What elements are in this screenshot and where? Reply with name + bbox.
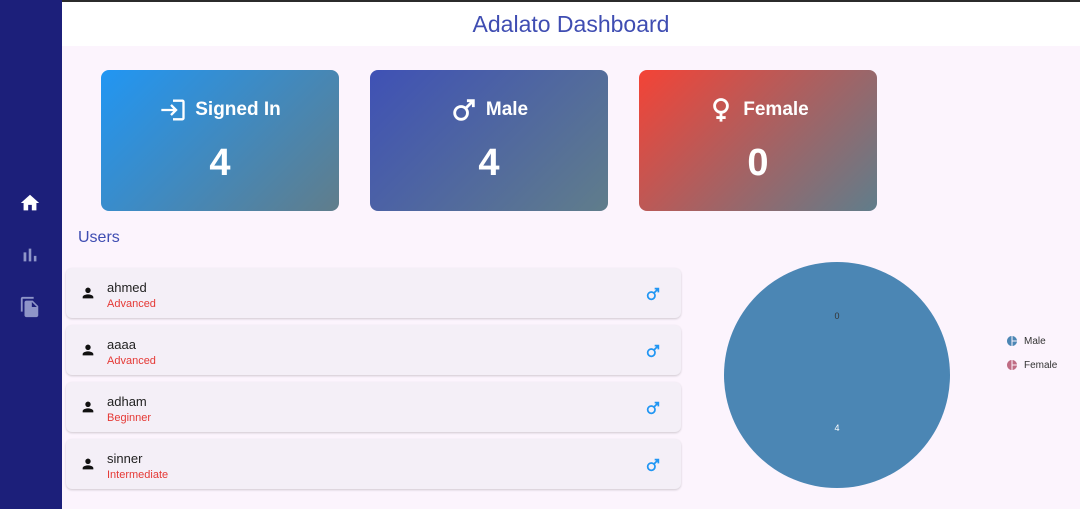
person-icon <box>82 344 94 356</box>
data-label-female: 0 <box>834 311 839 321</box>
login-icon <box>161 99 185 121</box>
signed-in-card[interactable]: Signed In 4 <box>101 70 339 211</box>
male-card-header: Male <box>450 96 528 124</box>
legend-item-female: Female <box>1006 359 1057 371</box>
signed-in-count: 4 <box>209 142 231 184</box>
user-list: ahmed Advanced aaaa Advanced adham Begin… <box>66 268 681 496</box>
legend-item-male: Male <box>1006 335 1057 347</box>
bar-chart-icon[interactable] <box>18 243 42 267</box>
data-label-male: 4 <box>834 423 839 433</box>
user-name: sinner <box>107 451 143 466</box>
person-icon <box>82 401 94 413</box>
female-card[interactable]: Female 0 <box>639 70 877 211</box>
male-icon <box>453 99 475 121</box>
main-content: Adalato Dashboard Signed In 4 Male 4 Fem… <box>62 2 1080 509</box>
window-top-border <box>0 0 1080 2</box>
male-gender-icon <box>646 401 660 415</box>
female-label: Female <box>743 99 809 120</box>
user-list-item[interactable]: sinner Intermediate <box>66 439 681 489</box>
user-name: ahmed <box>107 280 147 295</box>
user-list-item[interactable]: ahmed Advanced <box>66 268 681 318</box>
male-gender-icon <box>646 344 660 358</box>
copy-files-icon[interactable] <box>18 295 42 319</box>
person-icon <box>82 458 94 470</box>
gender-pie-chart: 40 <box>724 262 950 488</box>
user-name: adham <box>107 394 147 409</box>
user-list-item[interactable]: aaaa Advanced <box>66 325 681 375</box>
users-section-title: Users <box>78 229 120 246</box>
male-gender-icon <box>646 458 660 472</box>
sidebar <box>0 0 62 509</box>
home-icon[interactable] <box>18 191 42 215</box>
legend-label-male: Male <box>1024 335 1046 347</box>
signed-in-card-header: Signed In <box>159 96 281 124</box>
female-card-header: Female <box>707 96 809 124</box>
page-title: Adalato Dashboard <box>472 10 670 37</box>
chart-legend: Male Female <box>1006 335 1057 383</box>
legend-label-female: Female <box>1024 359 1058 371</box>
male-label: Male <box>485 99 529 120</box>
user-level: Advanced <box>107 355 156 367</box>
male-gender-icon <box>646 287 660 301</box>
male-count: 4 <box>478 142 500 184</box>
female-icon <box>713 98 730 122</box>
male-card[interactable]: Male 4 <box>370 70 608 211</box>
pie-chart-icon <box>1007 360 1017 370</box>
female-count: 0 <box>747 142 769 184</box>
pie-slice-male <box>724 262 950 488</box>
person-icon <box>82 287 94 299</box>
user-level: Advanced <box>107 298 156 310</box>
app-bar: Adalato Dashboard <box>62 2 1080 46</box>
pie-chart-icon <box>1007 336 1017 346</box>
user-level: Intermediate <box>107 469 169 481</box>
user-level: Beginner <box>107 412 152 424</box>
signed-in-label: Signed In <box>195 99 281 120</box>
user-name: aaaa <box>107 337 136 352</box>
user-list-item[interactable]: adham Beginner <box>66 382 681 432</box>
